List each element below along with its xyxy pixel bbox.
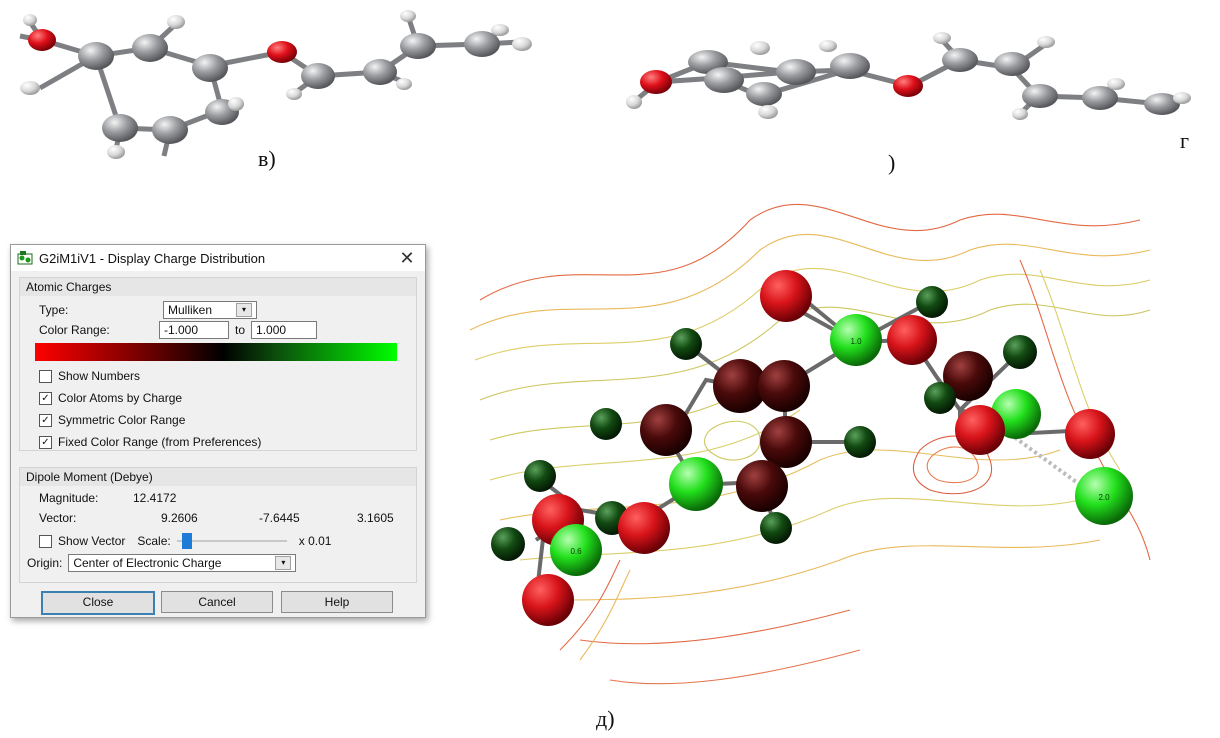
molecule-g-model (626, 32, 1191, 120)
vector-y: -7.6445 (259, 511, 300, 525)
vector-x: 9.2606 (161, 511, 198, 525)
origin-row: Origin: Center of Electronic Charge ▾ (27, 554, 297, 572)
symmetric-range-label: Symmetric Color Range (58, 413, 186, 427)
dialog-title: G2iM1iV1 - Display Charge Distribution (39, 250, 266, 266)
close-button[interactable]: Close (41, 591, 155, 615)
dialog-titlebar[interactable]: G2iM1iV1 - Display Charge Distribution ✕ (11, 245, 425, 271)
show-numbers-checkbox[interactable] (39, 369, 52, 383)
color-range-gradient (35, 343, 397, 361)
show-numbers-label: Show Numbers (58, 369, 141, 383)
charge-distribution-dialog: G2iM1iV1 - Display Charge Distribution ✕… (10, 244, 426, 618)
atom-label-3: 2.0 (1098, 493, 1110, 502)
color-range-label: Color Range: (39, 323, 110, 337)
color-atoms-checkbox[interactable]: ✓ (39, 391, 52, 405)
color-range-row: Color Range: -1.000 to 1.000 (39, 321, 318, 339)
caption-g-paren: ) (888, 150, 896, 175)
caption-v: в) (258, 146, 276, 171)
caption-g: г (1180, 128, 1190, 153)
type-row: Type: Mulliken ▾ (39, 301, 257, 319)
atom-label-1: 1.0 (850, 337, 862, 346)
caption-d: д) (596, 706, 615, 731)
scale-suffix: x 0.01 (298, 534, 332, 548)
close-icon[interactable]: ✕ (399, 247, 415, 268)
origin-label: Origin: (27, 556, 63, 570)
symmetric-range-checkbox[interactable]: ✓ (39, 413, 52, 427)
range-to-label: to (235, 323, 246, 337)
show-numbers-row[interactable]: Show Numbers (39, 369, 140, 383)
chevron-down-icon: ▾ (275, 556, 292, 570)
show-vector-row: Show Vector Scale: x 0.01 (39, 532, 331, 550)
help-button[interactable]: Help (281, 591, 393, 613)
origin-value: Center of Electronic Charge (73, 556, 222, 570)
magnitude-value: 12.4172 (133, 491, 177, 505)
scale-label: Scale: (137, 534, 171, 548)
scale-slider-thumb[interactable] (181, 533, 192, 549)
color-atoms-row[interactable]: ✓ Color Atoms by Charge (39, 391, 182, 405)
chevron-down-icon: ▾ (236, 303, 252, 317)
fixed-range-label: Fixed Color Range (from Preferences) (58, 435, 262, 449)
type-label: Type: (39, 303, 69, 317)
origin-dropdown[interactable]: Center of Electronic Charge ▾ (68, 554, 297, 572)
cancel-button[interactable]: Cancel (161, 591, 273, 613)
show-vector-label: Show Vector (58, 534, 126, 548)
magnitude-label: Magnitude: (39, 491, 99, 505)
molecule-v-model (19, 10, 532, 159)
fixed-range-row[interactable]: ✓ Fixed Color Range (from Preferences) (39, 435, 261, 449)
type-value: Mulliken (168, 303, 213, 317)
gaussview-app-icon (17, 251, 33, 265)
dipole-heading: Dipole Moment (Debye) (20, 468, 416, 486)
atomic-charges-heading: Atomic Charges (20, 278, 416, 296)
atom-label-2: 0.6 (570, 547, 582, 556)
magnitude-row: Magnitude: 12.4172 (39, 491, 176, 505)
vector-label: Vector: (39, 511, 77, 525)
range-min-field[interactable]: -1.000 (159, 321, 229, 339)
vector-row: Vector: 9.2606 -7.6445 3.1605 (39, 511, 394, 525)
charge-contour-plot: 1.0 0.6 2.0 (469, 203, 1151, 685)
show-vector-checkbox[interactable] (39, 534, 52, 548)
fixed-range-checkbox[interactable]: ✓ (39, 435, 52, 449)
range-max-field[interactable]: 1.000 (251, 321, 318, 339)
scale-slider[interactable] (176, 532, 293, 550)
vector-z: 3.1605 (357, 511, 394, 525)
type-dropdown[interactable]: Mulliken ▾ (163, 301, 257, 319)
scale-slider-track (176, 540, 287, 542)
color-atoms-label: Color Atoms by Charge (58, 391, 183, 405)
symmetric-range-row[interactable]: ✓ Symmetric Color Range (39, 413, 185, 427)
